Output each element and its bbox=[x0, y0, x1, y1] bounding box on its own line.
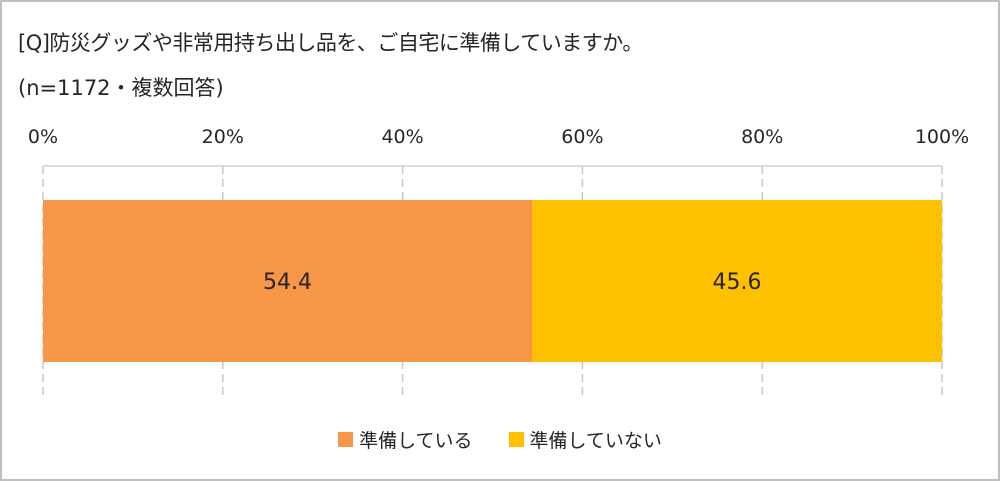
legend-label-not-prepared: 準備していない bbox=[529, 430, 662, 452]
legend-item-not-prepared: 準備していない bbox=[508, 426, 662, 453]
tick-label: 20% bbox=[202, 126, 244, 148]
legend-swatch-prepared bbox=[338, 432, 354, 447]
data-label: 54.4 bbox=[263, 270, 312, 295]
legend-label-prepared: 準備している bbox=[359, 430, 473, 452]
bar-segment bbox=[532, 200, 942, 362]
tick-label: 40% bbox=[381, 126, 423, 148]
chart-title: [Q]防災グッズや非常用持ち出し品を、ご自宅に準備していますか。 bbox=[18, 31, 643, 55]
tick-label: 80% bbox=[741, 126, 783, 148]
legend-item-prepared: 準備している bbox=[338, 426, 473, 453]
tick-label: 0% bbox=[28, 126, 58, 148]
data-label: 45.6 bbox=[713, 270, 762, 295]
tick-label: 100% bbox=[915, 126, 969, 148]
bar-segment bbox=[43, 200, 533, 362]
legend: 準備している 準備していない bbox=[0, 426, 1000, 453]
chart-subtitle: (n=1172・複数回答) bbox=[18, 76, 224, 100]
tick-label: 60% bbox=[561, 126, 603, 148]
legend-swatch-not-prepared bbox=[508, 432, 524, 447]
